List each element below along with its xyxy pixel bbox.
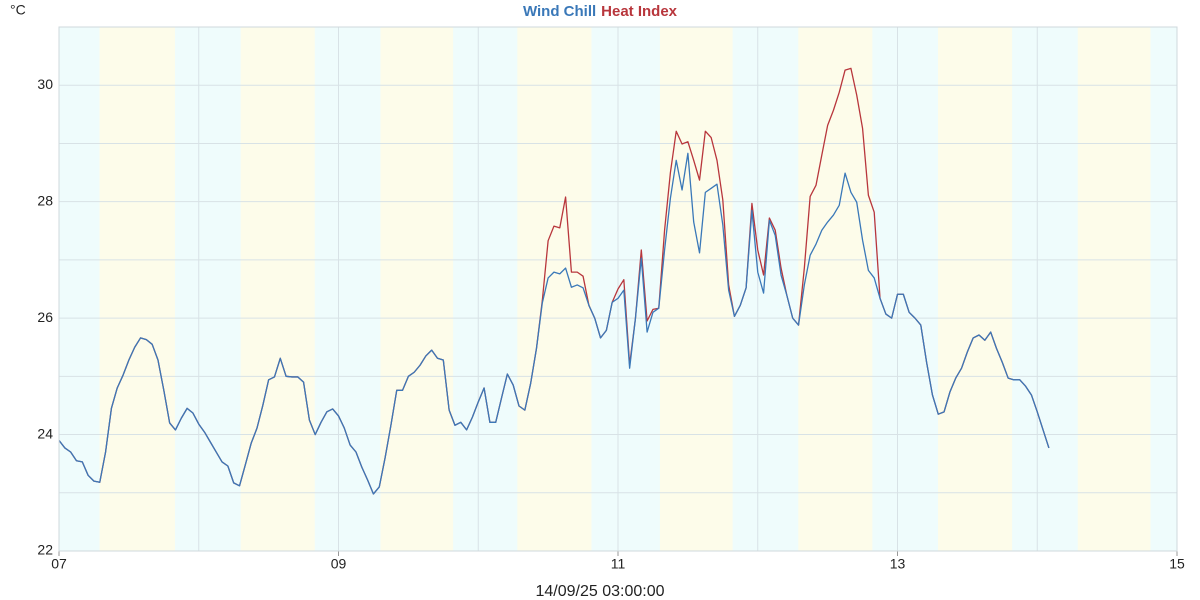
axes: 22 24 26 28 30 07 09 11 13 15: [37, 26, 1185, 572]
y-tick-label: 30: [37, 76, 53, 92]
day-shade: [517, 27, 592, 551]
day-shade: [1077, 27, 1151, 551]
y-tick-label: 24: [37, 425, 53, 441]
x-tick-label: 11: [611, 556, 626, 572]
y-tick-label: 28: [37, 192, 53, 208]
legend-entry: Heat Index: [601, 3, 678, 20]
legend: Wind Chill Heat Index: [523, 3, 678, 20]
legend-entry: Wind Chill: [523, 3, 596, 20]
y-tick-label: 26: [37, 309, 53, 325]
x-tick-label: 07: [51, 556, 67, 572]
x-tick-label: 09: [331, 556, 347, 572]
y-unit: °C: [10, 2, 26, 18]
lines: [58, 67, 1050, 495]
y-tick-label: 22: [37, 542, 53, 558]
day-shade: [380, 27, 454, 551]
x-axis-label: 14/09/25 03:00:00: [535, 583, 664, 600]
x-tick-label: 15: [1169, 556, 1185, 572]
day-shade: [938, 27, 1013, 551]
series-line: [58, 152, 1050, 495]
x-tick-label: 13: [890, 556, 906, 572]
day-shade: [240, 27, 315, 551]
day-shade: [659, 27, 733, 551]
plot-frame: [58, 26, 1178, 552]
day-shade: [99, 27, 175, 551]
